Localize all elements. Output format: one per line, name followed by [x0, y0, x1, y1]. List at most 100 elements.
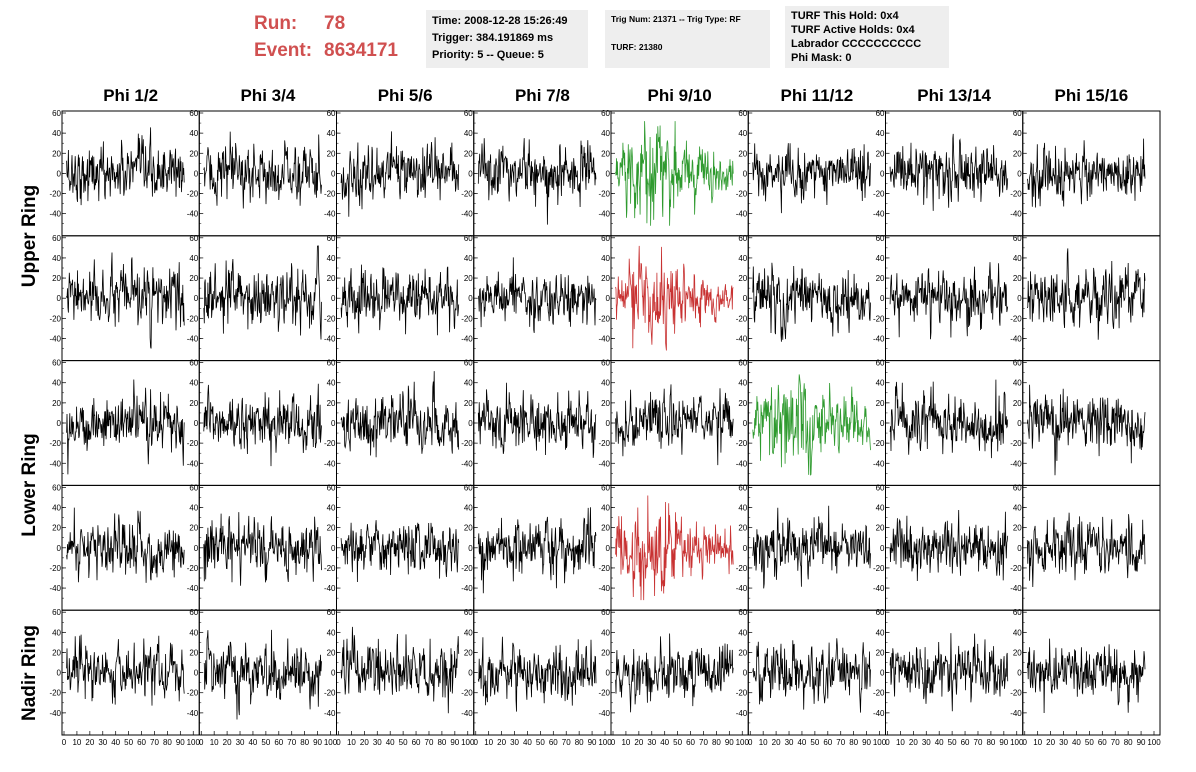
y-tick-label: 0: [57, 169, 62, 178]
y-tick-label: -20: [461, 439, 473, 448]
y-tick-label: -40: [461, 584, 473, 593]
y-tick-label: 20: [327, 149, 336, 158]
x-tick-label: 40: [935, 738, 944, 747]
y-tick-label: 60: [876, 234, 885, 243]
y-tick-label: 20: [464, 399, 473, 408]
y-tick-label: 40: [738, 254, 747, 263]
waveform-trace: [1026, 384, 1146, 476]
waveform-panel: -40 -20 0 20 40 60: [324, 483, 475, 611]
trigger-text: Trigger: 384.191869 ms: [432, 32, 554, 44]
y-tick-label: 20: [52, 149, 61, 158]
column-title: Phi 3/4: [240, 86, 296, 105]
y-tick-label: -20: [736, 314, 748, 323]
x-tick-label: 70: [425, 738, 434, 747]
y-tick-label: 60: [189, 359, 198, 368]
y-tick-label: 40: [464, 379, 473, 388]
y-tick-label: -40: [324, 459, 336, 468]
waveform-trace: [477, 257, 597, 333]
waveform-panel: -40 -20 0 20 40 60: [187, 109, 337, 237]
waveform-trace: [889, 133, 1009, 211]
y-tick-label: 20: [189, 149, 198, 158]
y-tick-label: -20: [49, 689, 61, 698]
waveform-trace: [615, 495, 734, 601]
waveform-trace: [203, 245, 322, 340]
waveform-panel: -40 -20 0 20 40 60: [873, 234, 1024, 362]
y-tick-label: -20: [598, 314, 610, 323]
waveform-panel: -40 -20 0 20 40 60: [49, 483, 200, 611]
y-tick-label: 20: [738, 149, 747, 158]
y-tick-label: 60: [1013, 483, 1022, 492]
x-tick-label: 20: [360, 738, 369, 747]
turf-info-box: TURF This Hold: 0x4 TURF Active Holds: 0…: [785, 6, 949, 68]
x-tick-label: 50: [948, 738, 957, 747]
y-tick-label: -40: [187, 584, 199, 593]
y-tick-label: -20: [873, 314, 885, 323]
panel-frame: [747, 484, 886, 611]
waveform-trace: [66, 379, 185, 475]
y-tick-label: 60: [738, 234, 747, 243]
y-tick-label: -20: [736, 564, 748, 573]
y-tick-label: 20: [189, 399, 198, 408]
y-tick-label: 40: [876, 628, 885, 637]
waveform-panel: -40 -20 0 20 40 60: [324, 109, 475, 237]
y-tick-label: 0: [880, 169, 885, 178]
waveform-trace: [477, 636, 597, 712]
column-title: Phi 7/8: [514, 86, 570, 105]
y-tick-label: 40: [327, 254, 336, 263]
waveform-trace: [1026, 512, 1146, 588]
waveform-trace: [477, 138, 597, 225]
y-tick-label: -40: [49, 210, 61, 219]
y-tick-label: 0: [57, 419, 62, 428]
y-tick-label: 40: [52, 628, 61, 637]
y-tick-label: -20: [736, 190, 748, 199]
y-tick-label: 20: [1013, 399, 1022, 408]
y-tick-label: -40: [598, 459, 610, 468]
y-tick-label: -40: [1010, 584, 1022, 593]
x-tick-label: 40: [248, 738, 257, 747]
y-tick-label: -40: [49, 334, 61, 343]
y-tick-label: 20: [601, 274, 610, 283]
x-tick-label: 40: [111, 738, 120, 747]
y-tick-label: 60: [1013, 234, 1022, 243]
waveform-panel: -40 -20 0 20 40 60: [461, 483, 612, 611]
y-tick-label: -20: [736, 689, 748, 698]
y-tick-label: -20: [873, 689, 885, 698]
x-tick-label: 70: [699, 738, 708, 747]
x-tick-label: 50: [673, 738, 682, 747]
y-tick-label: 60: [189, 234, 198, 243]
y-tick-label: 0: [57, 544, 62, 553]
y-tick-label: -20: [324, 689, 336, 698]
y-tick-label: 40: [601, 628, 610, 637]
waveform-panel: -40 -20 0 20 40 60: [1010, 109, 1161, 237]
x-tick-label: 20: [1046, 738, 1055, 747]
y-tick-label: -40: [598, 334, 610, 343]
y-tick-label: 0: [194, 419, 199, 428]
x-tick-label: 10: [72, 738, 81, 747]
y-tick-label: 40: [601, 129, 610, 138]
y-tick-label: -20: [187, 439, 199, 448]
y-tick-label: -20: [598, 190, 610, 199]
y-tick-label: 40: [601, 379, 610, 388]
y-tick-label: 40: [1013, 129, 1022, 138]
y-tick-label: -20: [461, 314, 473, 323]
y-tick-label: 20: [1013, 274, 1022, 283]
y-tick-label: -40: [736, 334, 748, 343]
column-title: Phi 5/6: [377, 86, 433, 105]
y-tick-label: 20: [738, 648, 747, 657]
y-tick-label: 20: [738, 274, 747, 283]
y-tick-label: 20: [52, 648, 61, 657]
y-tick-label: -40: [49, 584, 61, 593]
y-tick-label: 20: [738, 399, 747, 408]
y-tick-label: 60: [327, 359, 336, 368]
y-tick-label: -20: [873, 439, 885, 448]
y-tick-label: -20: [1010, 439, 1022, 448]
waveform-panel: -40 -20 0 20 40 60: [598, 109, 749, 237]
x-tick-label: 80: [575, 738, 584, 747]
y-tick-label: 40: [738, 504, 747, 513]
y-tick-label: -40: [736, 459, 748, 468]
y-tick-label: 0: [468, 169, 473, 178]
waveform-panel: -40 -20 0 20 40 60: [324, 359, 475, 486]
waveform-panel: -40 -20 0 20 40 60: [49, 359, 200, 486]
panel-frame: [1022, 484, 1161, 611]
